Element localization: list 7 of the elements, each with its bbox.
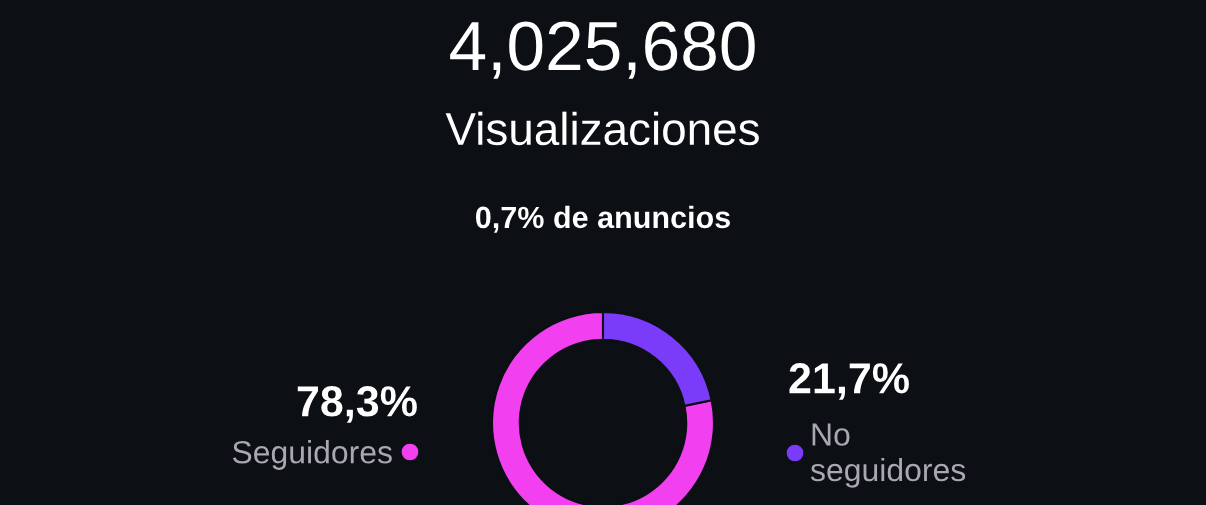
- data-label: 78,3%: [297, 386, 417, 423]
- legend-label: No seguidores: [810, 423, 966, 488]
- slice-label: Seguidores: [232, 440, 392, 470]
- chart-subtitle: Visualizaciones: [445, 111, 759, 146]
- chart-title: 4,025,680: [450, 21, 755, 79]
- text: 0,7% de anuncios: [476, 205, 730, 233]
- data-label: 21,7%: [789, 363, 909, 400]
